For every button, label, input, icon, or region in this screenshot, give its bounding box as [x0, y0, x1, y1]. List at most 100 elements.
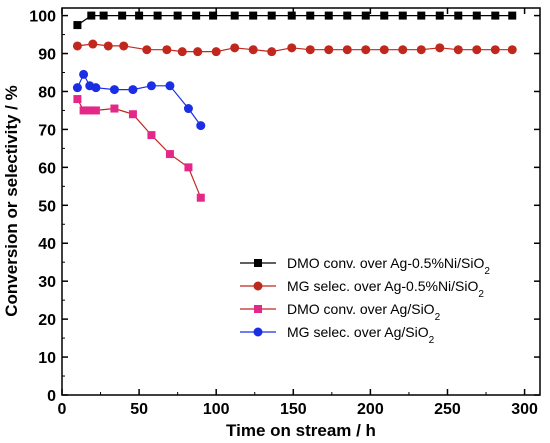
data-point [193, 47, 203, 57]
y-tick-label: 40 [38, 236, 56, 253]
data-point [109, 85, 119, 95]
data-point [398, 45, 408, 55]
data-point [196, 121, 206, 131]
data-point [435, 43, 445, 53]
series-2 [72, 39, 517, 57]
data-point [380, 11, 389, 20]
data-point [230, 43, 240, 53]
legend-item: MG selec. over Ag/SiO2 [240, 324, 435, 346]
data-point [248, 45, 258, 55]
data-point [85, 106, 94, 115]
series-1 [73, 11, 517, 30]
y-tick-label: 30 [38, 274, 56, 291]
data-point [453, 45, 463, 55]
legend-label: DMO conv. over Ag-0.5%Ni/SiO2 [287, 255, 490, 277]
data-point [87, 11, 96, 20]
y-axis-title: Conversion or selectivity / % [2, 85, 21, 316]
data-point [177, 47, 187, 57]
data-point [267, 47, 277, 57]
y-tick-label: 50 [38, 198, 56, 215]
data-point [183, 104, 193, 114]
plot-frame [61, 7, 541, 396]
data-point [230, 11, 239, 20]
data-point [118, 11, 127, 20]
data-point [72, 41, 82, 51]
data-point [361, 45, 371, 55]
data-point [153, 11, 162, 20]
data-point [417, 11, 426, 20]
x-tick-label: 250 [434, 401, 461, 418]
data-point [342, 45, 352, 55]
data-point [88, 39, 98, 49]
legend-item: DMO conv. over Ag/SiO2 [240, 301, 441, 323]
series-3 [73, 95, 205, 202]
data-point [91, 106, 100, 115]
axes-layer: 0 50 100 150 200 250 300 0 10 20 30 40 50 60 70 80 90 100 [29, 8, 540, 418]
data-point [79, 106, 88, 115]
data-point [324, 45, 334, 55]
data-point [379, 45, 389, 55]
data-point [146, 81, 156, 91]
legend-item: DMO conv. over Ag-0.5%Ni/SiO2 [240, 255, 490, 277]
data-point [196, 193, 205, 202]
series-4 [72, 69, 206, 131]
data-point [267, 11, 276, 20]
x-tick-label: 100 [203, 401, 230, 418]
legend-label: MG selec. over Ag-0.5%Ni/SiO2 [287, 278, 484, 300]
data-point [128, 110, 137, 119]
data-point [508, 11, 517, 20]
y-tick-label: 100 [29, 9, 56, 26]
data-point [103, 41, 113, 51]
data-point [119, 41, 129, 51]
data-point [142, 45, 152, 55]
data-point [490, 45, 500, 55]
data-point [491, 11, 500, 20]
x-tick-label: 0 [58, 401, 67, 418]
series-layer [72, 11, 517, 202]
x-tick-label: 200 [357, 401, 384, 418]
x-tick-label: 300 [511, 401, 538, 418]
data-point [147, 131, 156, 140]
data-point [361, 11, 370, 20]
data-point [249, 11, 258, 20]
data-point [162, 45, 172, 55]
y-tick-label: 10 [38, 350, 56, 367]
data-point [165, 150, 174, 159]
data-point [99, 11, 108, 20]
legend-marker [253, 281, 263, 291]
data-point [91, 83, 101, 93]
data-point [135, 11, 144, 20]
series-line [76, 73, 202, 126]
legend-label: MG selec. over Ag/SiO2 [287, 324, 435, 346]
data-point [507, 45, 517, 55]
data-point [306, 11, 315, 20]
y-tick-label: 0 [47, 388, 56, 405]
data-point [454, 11, 463, 20]
data-point [73, 21, 82, 30]
data-point [73, 95, 82, 104]
y-tick-label: 20 [38, 312, 56, 329]
x-tick-label: 150 [280, 401, 307, 418]
y-tick-label: 80 [38, 84, 56, 101]
data-point [209, 11, 218, 20]
y-tick-label: 60 [38, 160, 56, 177]
data-point [343, 11, 352, 20]
x-tick-label: 50 [130, 401, 148, 418]
data-point [472, 11, 481, 20]
data-point [184, 163, 193, 172]
data-point [435, 11, 444, 20]
legend-label: DMO conv. over Ag/SiO2 [287, 301, 441, 323]
y-tick-label: 90 [38, 47, 56, 64]
data-point [192, 11, 201, 20]
data-point [287, 11, 296, 20]
data-point [110, 104, 119, 113]
data-point [324, 11, 333, 20]
data-point [128, 85, 138, 95]
data-point [165, 81, 175, 91]
legend-item: MG selec. over Ag-0.5%Ni/SiO2 [240, 278, 484, 300]
legend-marker [253, 327, 263, 337]
data-point [287, 43, 297, 53]
data-point [472, 45, 482, 55]
